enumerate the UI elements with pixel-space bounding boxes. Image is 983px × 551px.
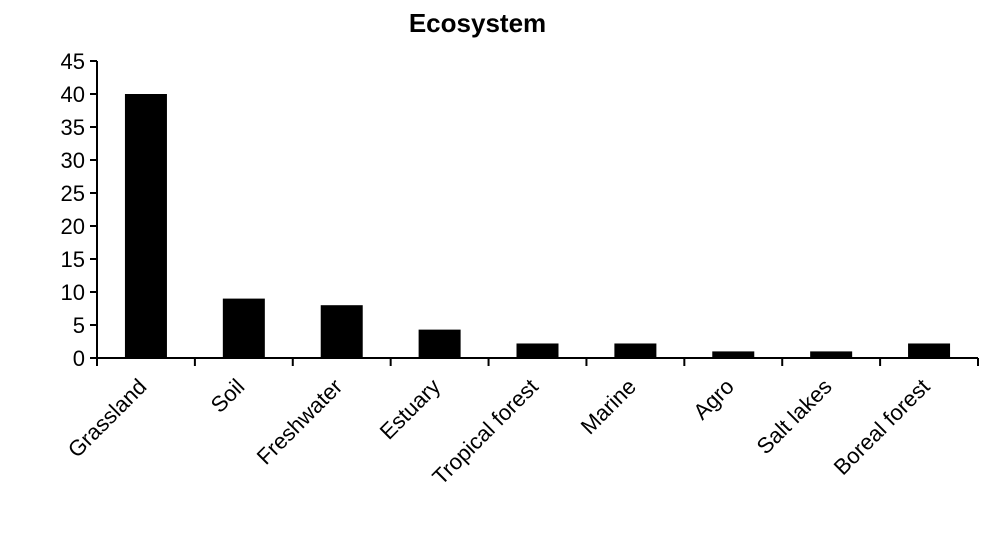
y-tick-label: 40 — [61, 82, 85, 107]
bar — [222, 298, 265, 358]
bar — [320, 305, 363, 358]
x-axis — [96, 357, 979, 366]
x-tick-label: Salt lakes — [752, 374, 837, 459]
bar — [418, 329, 461, 358]
bar — [712, 351, 755, 358]
y-tick-label: 15 — [61, 247, 85, 272]
bar — [516, 343, 559, 358]
x-tick-label: Grassland — [63, 374, 152, 463]
y-tick-label: 20 — [61, 214, 85, 239]
y-axis: 0 5 10 15 20 25 30 35 40 45 — [61, 49, 98, 371]
x-tick-label: Freshwater — [252, 374, 347, 469]
bar — [908, 343, 951, 358]
x-tick-label: Boreal forest — [829, 374, 935, 480]
y-tick-label: 35 — [61, 115, 85, 140]
y-tick-label: 30 — [61, 148, 85, 173]
y-tick-label: 25 — [61, 181, 85, 206]
bars — [124, 94, 951, 358]
y-tick-label: 10 — [61, 280, 85, 305]
y-tick-label: 45 — [61, 49, 85, 74]
x-tick-label: Marine — [576, 374, 641, 439]
y-tick-label: 5 — [73, 313, 85, 338]
bar — [810, 351, 853, 358]
x-tick-label: Agro — [688, 374, 739, 425]
chart-title: Ecosystem — [408, 8, 547, 38]
x-tick-label: Soil — [206, 374, 250, 418]
x-tick-label: Estuary — [375, 374, 445, 444]
y-tick-label: 0 — [73, 346, 85, 371]
bar — [614, 343, 657, 358]
bar — [124, 94, 167, 358]
